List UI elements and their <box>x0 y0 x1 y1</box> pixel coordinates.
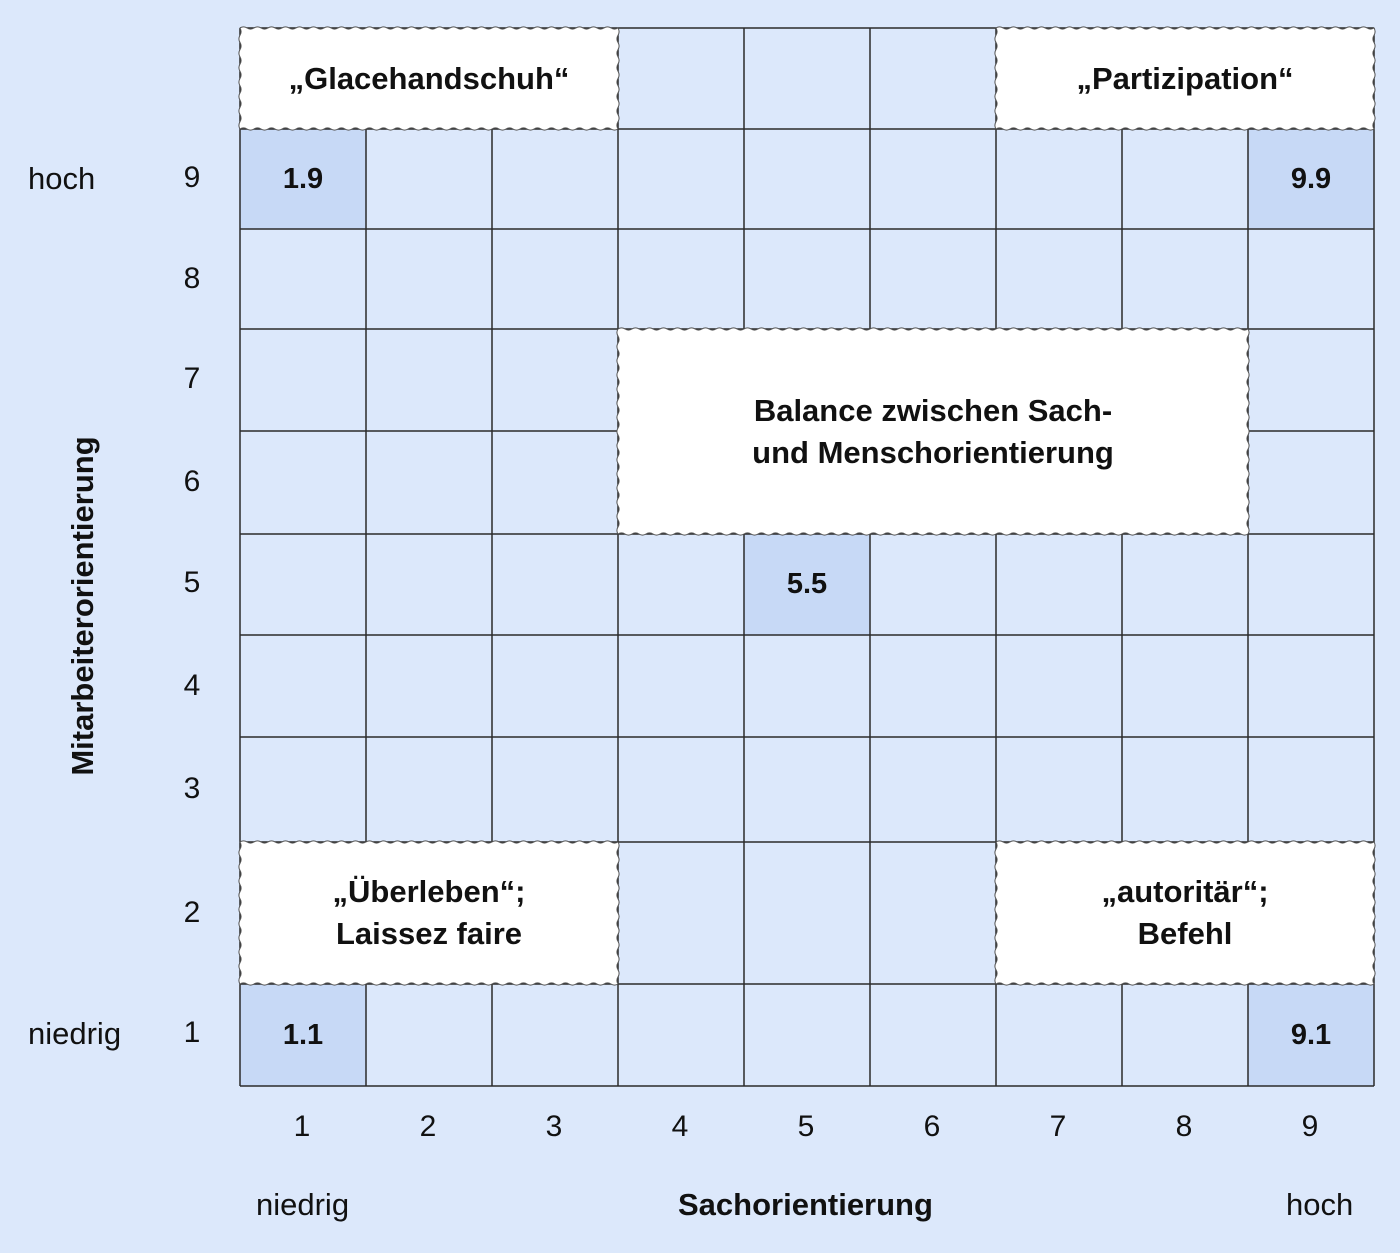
style-balance-line1: Balance zwischen Sach- <box>753 392 1113 428</box>
y-axis-low-label: niedrig <box>28 1016 122 1051</box>
style-box-partizipation <box>994 26 1376 131</box>
x-tick-5: 5 <box>797 1110 815 1143</box>
style-box-autoritaer <box>994 840 1376 986</box>
x-axis-high-label: hoch <box>1286 1187 1354 1222</box>
style-ueberleben-line2: Laissez faire <box>335 916 523 951</box>
cell-label-1-1: 1.1 <box>282 1018 324 1051</box>
style-glacehandschuh: „Glacehandschuh“ <box>240 28 618 129</box>
highlight-cell-9-9 <box>1248 129 1374 229</box>
style-box-ueberleben <box>238 840 620 986</box>
style-boxes <box>238 26 1376 986</box>
y-tick-9: 9 <box>183 161 201 194</box>
y-tick-7: 7 <box>183 362 201 395</box>
x-axis-low-label: niedrig <box>256 1187 350 1222</box>
y-tick-6: 6 <box>183 465 201 498</box>
x-tick-7: 7 <box>1049 1110 1067 1143</box>
y-tick-5: 5 <box>183 566 201 599</box>
x-axis-title: Sachorientierung <box>678 1187 933 1222</box>
y-tick-1: 1 <box>183 1016 201 1049</box>
style-glacehandschuh-text: „Glacehandschuh“ <box>288 60 570 96</box>
y-tick-8: 8 <box>183 262 201 295</box>
x-tick-4: 4 <box>671 1110 689 1143</box>
highlight-cell-5-5 <box>744 534 870 635</box>
x-tick-8: 8 <box>1175 1110 1193 1143</box>
y-axis-high-label: hoch <box>28 161 96 196</box>
x-tick-6: 6 <box>923 1110 941 1143</box>
style-autoritaer-line1: „autoritär“; <box>1101 874 1269 909</box>
y-tick-4: 4 <box>183 669 201 702</box>
highlight-cell-1-1 <box>240 984 366 1086</box>
style-autoritaer-line2: Befehl <box>1137 916 1233 951</box>
y-axis-title: Mitarbeiterorientierung <box>65 436 100 776</box>
cell-label-5-5: 5.5 <box>786 568 828 600</box>
style-autoritaer: „autoritär“; Befehl <box>996 842 1374 984</box>
x-tick-9: 9 <box>1301 1110 1319 1143</box>
x-tick-2: 2 <box>419 1110 437 1143</box>
x-tick-3: 3 <box>545 1110 563 1143</box>
style-ueberleben: „Überleben“; Laissez faire <box>240 842 618 984</box>
cell-label-9-9: 9.9 <box>1290 162 1332 195</box>
style-partizipation-text: „Partizipation“ <box>1076 60 1294 96</box>
x-tick-1: 1 <box>293 1110 311 1143</box>
highlight-cell-1-9 <box>240 129 366 229</box>
style-ueberleben-line1: „Überleben“; <box>332 874 526 909</box>
style-partizipation: „Partizipation“ <box>996 28 1374 129</box>
cell-label-9-1: 9.1 <box>1290 1018 1332 1051</box>
style-box-balance <box>616 327 1250 536</box>
style-balance-line2: und Menschorientierung <box>752 434 1114 470</box>
highlight-cell-9-1 <box>1248 984 1374 1086</box>
style-balance: Balance zwischen Sach- und Menschorienti… <box>618 329 1248 534</box>
y-tick-3: 3 <box>183 772 201 805</box>
style-box-glacehandschuh <box>238 26 620 131</box>
y-tick-2: 2 <box>183 896 201 929</box>
cell-label-1-9: 1.9 <box>282 162 324 195</box>
